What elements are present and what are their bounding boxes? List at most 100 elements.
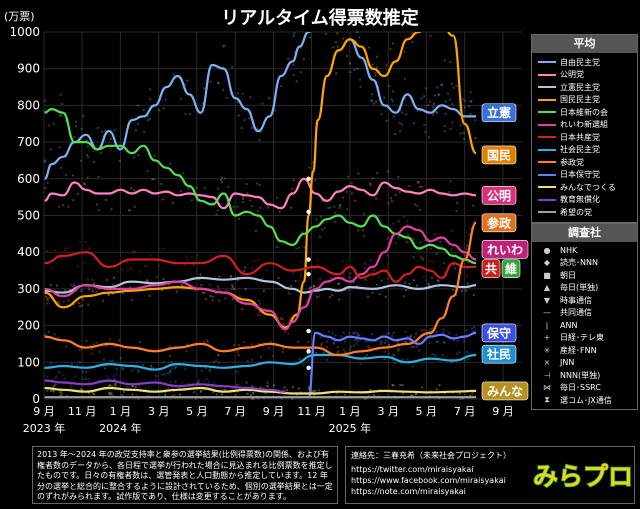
election-dot [306, 177, 310, 181]
year-label: 2025 年 [329, 421, 372, 435]
poll-point [214, 260, 216, 262]
poll-point [180, 98, 182, 100]
poll-point [412, 365, 414, 367]
poll-point [293, 35, 295, 37]
poll-point [176, 291, 178, 293]
poll-point [232, 286, 234, 288]
poll-point [72, 175, 74, 177]
poll-point [50, 362, 52, 364]
poll-point [399, 130, 401, 132]
poll-point [98, 209, 100, 211]
poll-point [443, 328, 445, 330]
poll-point [367, 296, 369, 298]
election-dot [306, 349, 310, 353]
poll-point [393, 115, 395, 117]
poll-point [290, 207, 292, 209]
poll-point [249, 199, 251, 201]
poll-point [87, 156, 89, 158]
poll-point [243, 341, 245, 343]
poll-point [45, 160, 47, 162]
poll-point [172, 202, 174, 204]
poll-point [337, 46, 339, 48]
legend-label: 公明党 [560, 69, 584, 80]
poll-point [163, 107, 165, 109]
poll-point [78, 302, 80, 304]
poll-point [308, 386, 310, 388]
pollster-legend-item: ✳ 産経･FNN [532, 344, 637, 357]
poll-point [404, 51, 406, 53]
poll-point [98, 176, 100, 178]
poll-point [50, 390, 52, 392]
poll-point [310, 286, 312, 288]
poll-point [345, 263, 347, 265]
poll-point [46, 376, 48, 378]
poll-point [56, 284, 58, 286]
poll-point [298, 387, 300, 389]
poll-point [137, 105, 139, 107]
poll-point [374, 72, 376, 74]
poll-point [273, 384, 275, 386]
poll-point [153, 178, 155, 180]
poll-point [218, 82, 220, 84]
poll-point [419, 242, 421, 244]
poll-point [109, 360, 111, 362]
poll-point [473, 326, 475, 328]
poll-point [353, 333, 355, 335]
poll-point [401, 358, 403, 360]
poll-point [428, 260, 430, 262]
poll-point [266, 269, 268, 271]
poll-point [60, 94, 62, 96]
poll-point [343, 349, 345, 351]
poll-point [85, 241, 87, 243]
poll-point [101, 131, 103, 133]
poll-point [354, 200, 356, 202]
poll-point [87, 304, 89, 306]
poll-point [403, 216, 405, 218]
poll-point [277, 277, 279, 279]
poll-point [77, 193, 79, 195]
poll-point [357, 340, 359, 342]
poll-point [204, 187, 206, 189]
legend-label: 選コム･JX通信 [560, 395, 612, 406]
poll-point [405, 289, 407, 291]
poll-point [374, 75, 376, 77]
legend-label: 産経･FNN [560, 345, 597, 356]
poll-point [129, 267, 131, 269]
poll-point [391, 384, 393, 386]
legend-swatch [538, 186, 556, 188]
poll-point [308, 167, 310, 169]
poll-point [217, 354, 219, 356]
legend-swatch [538, 86, 556, 88]
poll-point [188, 382, 190, 384]
poll-point [429, 101, 431, 103]
poll-point [474, 119, 476, 121]
poll-point [363, 235, 365, 237]
poll-point [437, 280, 439, 282]
poll-point [469, 113, 471, 115]
poll-point [110, 208, 112, 210]
poll-point [451, 230, 453, 232]
poll-point [379, 344, 381, 346]
poll-point [329, 207, 331, 209]
poll-point [202, 292, 204, 294]
legend-swatch [538, 61, 556, 63]
x-tick-label: 7 月 [224, 405, 246, 418]
legend-swatch [538, 99, 556, 101]
poll-point [379, 293, 381, 295]
poll-point [430, 328, 432, 330]
poll-point [79, 241, 81, 243]
poll-point [334, 334, 336, 336]
x-tick-label: 9 月 [33, 405, 55, 418]
poll-point [360, 363, 362, 365]
poll-point [103, 358, 105, 360]
poll-point [334, 221, 336, 223]
poll-point [300, 261, 302, 263]
series-line-7 [45, 252, 476, 281]
poll-point [344, 341, 346, 343]
poll-point [87, 146, 89, 148]
x-tick-label: 1 月 [110, 405, 132, 418]
poll-point [455, 334, 457, 336]
poll-point [175, 366, 177, 368]
poll-point [460, 133, 462, 135]
poll-point [173, 394, 175, 396]
